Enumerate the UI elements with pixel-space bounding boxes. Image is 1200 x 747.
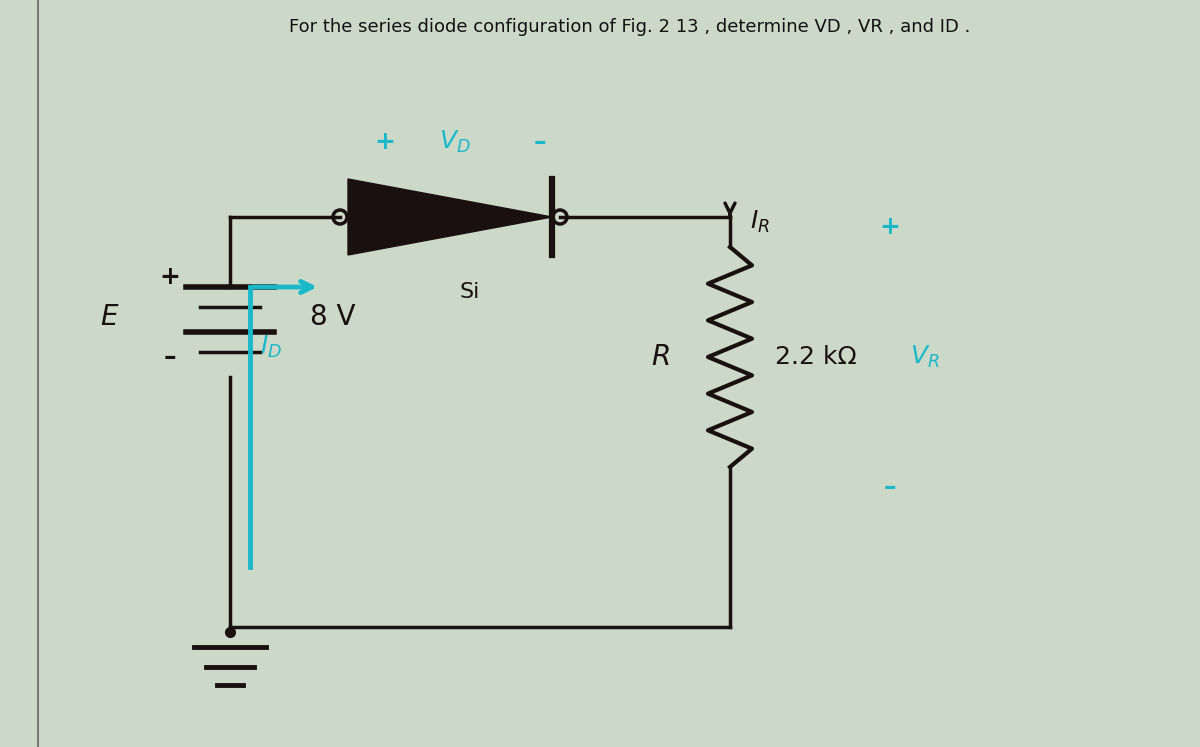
Text: For the series diode configuration of Fig. 2 13 , determine VD , VR , and ID .: For the series diode configuration of Fi…	[289, 18, 971, 36]
Text: 2.2 kΩ: 2.2 kΩ	[775, 345, 857, 369]
Polygon shape	[348, 179, 552, 255]
Text: +: +	[880, 215, 900, 239]
Text: $R$: $R$	[650, 343, 670, 371]
Text: –: –	[163, 345, 176, 369]
Text: $V_D$: $V_D$	[439, 129, 470, 155]
Text: –: –	[534, 130, 546, 154]
Text: +: +	[374, 130, 396, 154]
Text: $E$: $E$	[101, 303, 120, 331]
Text: +: +	[160, 265, 180, 289]
Text: –: –	[883, 475, 896, 499]
Text: 8 V: 8 V	[310, 303, 355, 331]
Text: $I_D$: $I_D$	[260, 334, 282, 360]
Text: $I_R$: $I_R$	[750, 209, 770, 235]
Text: $V_R$: $V_R$	[910, 344, 940, 370]
Text: Si: Si	[460, 282, 480, 302]
